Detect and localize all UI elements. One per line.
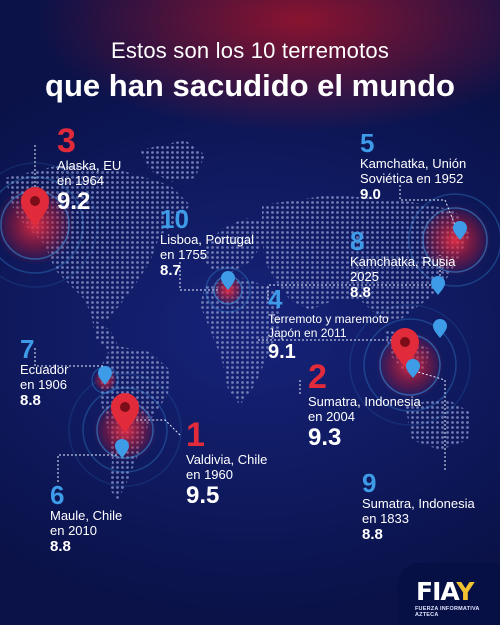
quake-magnitude: 9.5	[186, 482, 220, 509]
quake-magnitude: 9.3	[308, 424, 342, 451]
quake-rank: 7	[20, 334, 35, 364]
quake-label-ecuador: 7 Ecuador en 1906 8.8	[20, 336, 68, 410]
logo-mark: Y	[456, 577, 474, 606]
pin-icon	[221, 271, 235, 290]
greenland	[140, 140, 205, 182]
quake-rank: 8	[350, 226, 365, 256]
quake-place: Terremoto y maremoto Japón en 2011	[268, 312, 389, 340]
pin-icon	[391, 328, 419, 367]
quake-place: Sumatra, Indonesia en 2004	[308, 394, 421, 424]
leader-lines	[34, 145, 456, 482]
quake-magnitude: 8.8	[350, 284, 371, 301]
quake-magnitude: 8.7	[160, 262, 181, 279]
pin-icon	[453, 221, 467, 240]
quake-rank: 1	[186, 416, 205, 454]
quake-rank: 3	[57, 122, 76, 160]
quake-magnitude: 8.8	[20, 392, 41, 409]
quake-place: Valdivia, Chile en 1960	[186, 452, 268, 482]
ripple-rings	[0, 162, 500, 487]
pin-icon	[115, 439, 129, 458]
brand-logo: FIAY FUERZA INFORMATIVA AZTECA	[398, 563, 500, 625]
logo-word: FIA	[416, 577, 457, 606]
asia	[262, 195, 470, 320]
australia	[405, 398, 470, 450]
pin-icon	[98, 366, 112, 385]
quake-place: Kamchatka, Unión Soviética en 1952	[360, 156, 467, 186]
location-pins	[21, 187, 467, 458]
pin-icon	[406, 359, 420, 378]
quake-label-valdivia: 1 Valdivia, Chile en 1960 9.5	[186, 418, 267, 510]
quake-label-alaska: 3 Alaska, EU en 1964 9.2	[57, 124, 121, 216]
quake-magnitude: 9.1	[268, 341, 296, 363]
quake-place: Alaska, EU en 1964	[57, 158, 122, 188]
title-line-1: Estos son los 10 terremotos	[110, 38, 390, 63]
quake-place: Ecuador en 1906	[20, 362, 69, 392]
pin-icon	[21, 187, 49, 226]
logo-subtitle: FUERZA INFORMATIVA AZTECA	[415, 606, 480, 618]
quake-label-kamchatka-1952: 5 Kamchatka, Unión Soviética en 1952 9.0	[360, 130, 466, 204]
quake-label-lisboa: 10 Lisboa, Portugal en 1755 8.7	[160, 206, 254, 280]
central-america	[92, 318, 118, 350]
quake-magnitude: 8.8	[50, 538, 71, 555]
quake-rank: 10	[160, 204, 189, 234]
quake-rank: 4	[268, 284, 283, 314]
quake-magnitude: 9.0	[360, 186, 381, 203]
quake-label-kamchatka-2025: 8 Kamchatka, Rusia 2025 8.8	[350, 228, 456, 302]
quake-label-japon: 4 Terremoto y maremoto Japón en 2011 9.1	[268, 286, 389, 364]
pin-icon	[431, 276, 445, 295]
pin-icon	[111, 393, 139, 432]
quake-label-sumatra-1833: 9 Sumatra, Indonesia en 1833 8.8	[362, 470, 475, 544]
europe	[200, 218, 265, 272]
quake-place: Maule, Chile en 2010	[50, 508, 123, 538]
quake-label-maule: 6 Maule, Chile en 2010 8.8	[50, 482, 122, 556]
quake-place: Sumatra, Indonesia en 1833	[362, 496, 475, 526]
quake-place: Kamchatka, Rusia 2025	[350, 254, 456, 284]
quake-magnitude: 8.8	[362, 526, 383, 543]
title-line-2: que han sacudido el mundo	[45, 68, 455, 103]
quake-rank: 5	[360, 128, 375, 158]
logo-wordmark: FIAY	[416, 577, 474, 606]
quake-rank: 6	[50, 480, 65, 510]
africa	[200, 278, 282, 405]
quake-magnitude: 9.2	[57, 188, 91, 215]
pin-icon	[433, 319, 447, 338]
quake-label-sumatra-2004: 2 Sumatra, Indonesia en 2004 9.3	[308, 360, 421, 452]
quake-rank: 9	[362, 468, 377, 498]
quake-rank: 2	[308, 358, 327, 396]
quake-place: Lisboa, Portugal en 1755	[160, 232, 254, 262]
